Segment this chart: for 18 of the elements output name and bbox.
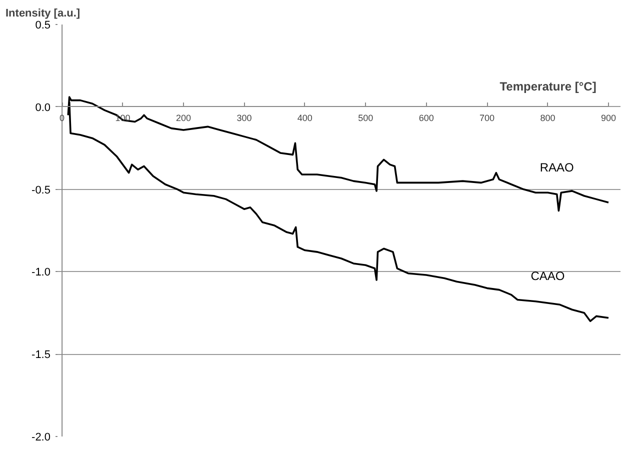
x-axis-title: Temperature [°C] xyxy=(500,80,596,94)
x-tick-label: 700 xyxy=(480,112,495,123)
y-axis-title: Intensity [a.u.] xyxy=(6,8,80,20)
x-tick-label: 300 xyxy=(236,112,252,123)
x-tick-label: 800 xyxy=(540,112,556,123)
x-tick-label: 500 xyxy=(358,112,374,123)
y-tick-label: 0.0 xyxy=(35,102,51,114)
series-label: CAAO xyxy=(530,269,565,284)
y-tick-label: -0.5 xyxy=(32,184,51,196)
y-tick-label: -2.0 xyxy=(32,432,51,444)
x-tick-label: 900 xyxy=(600,112,616,123)
x-tick-label: 400 xyxy=(297,112,312,123)
x-tick-label: 200 xyxy=(176,112,192,123)
x-tick-label: 600 xyxy=(418,112,434,123)
series-label: RAAO xyxy=(540,160,574,174)
y-tick-label: 0.5 xyxy=(35,20,51,32)
y-tick-label: -1.0 xyxy=(32,266,51,279)
y-tick-label: -1.5 xyxy=(32,349,51,362)
